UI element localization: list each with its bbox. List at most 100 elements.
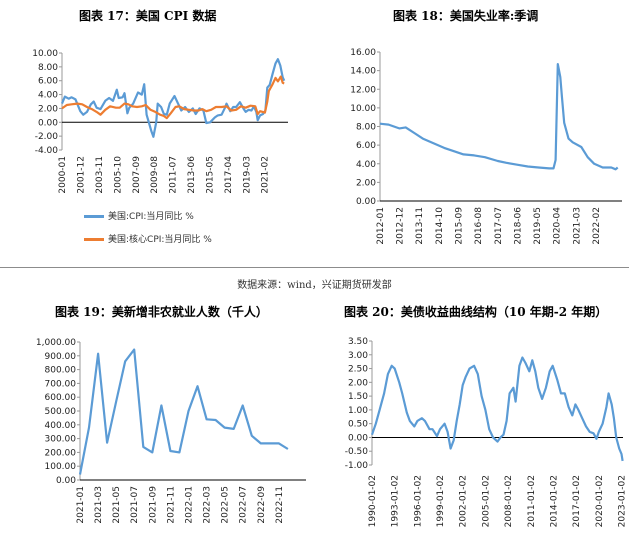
x-tick-label: 1990-01-02 [368, 475, 378, 527]
y-tick-label: 6.00 [38, 77, 58, 87]
y-tick-label: 3.50 [348, 337, 368, 347]
y-tick-label: 4.00 [356, 160, 376, 170]
fig18-title: 图表 18：美国失业率:季调 [393, 9, 539, 23]
x-tick-label: 2005-01-02 [481, 475, 491, 527]
x-tick-label: 2014-10 [435, 207, 445, 245]
y-tick-label: 400.00 [45, 421, 77, 431]
y-tick-label: 100.00 [45, 462, 77, 472]
x-tick-label: 2015-09 [455, 207, 465, 245]
x-tick-label: 2013-11 [415, 207, 425, 245]
legend-swatch-blue [84, 215, 104, 218]
x-tick-label: 2008-01-02 [504, 475, 514, 527]
y-tick-label: 900.00 [45, 352, 77, 362]
fig20-title: 图表 20：美债收益曲线结构（10 年期-2 年期） [344, 305, 608, 319]
y-tick-label: 700.00 [45, 379, 77, 389]
y-tick-label: 3.00 [348, 351, 368, 361]
y-tick-label: 12.00 [350, 85, 376, 95]
x-tick-label: 2022-11 [275, 486, 285, 524]
x-tick-label: 1993-01-02 [391, 475, 401, 527]
y-tick-label: 300.00 [45, 435, 77, 445]
x-tick-label: 2022-07 [239, 486, 249, 524]
x-tick-label: 2014-01-02 [549, 475, 559, 527]
x-tick-label: 2016-08 [474, 207, 484, 245]
y-tick-label: 200.00 [45, 448, 77, 458]
x-tick-label: 2020-01-02 [595, 475, 605, 527]
y-tick-label: 0.00 [38, 118, 58, 128]
x-tick-label: 2012-01 [376, 207, 386, 245]
section-divider [0, 267, 629, 268]
x-tick-label: 2017-07 [494, 207, 504, 245]
x-tick-label: 2017-01-02 [572, 475, 582, 527]
y-tick-label: 0.00 [356, 197, 376, 207]
y-tick-label: -1.00 [345, 461, 369, 471]
x-tick-label: 1996-01-02 [413, 475, 423, 527]
x-tick-label: 2017-04 [224, 156, 234, 194]
yield-curve-chart: 3.50 3.00 2.50 2.00 1.50 1.00 0.50 0.00 -0.50 -1.… [345, 337, 628, 527]
series-line-0 [370, 356, 624, 462]
x-tick-label: 2021-01 [76, 486, 86, 524]
x-tick-label: 2012-12 [396, 207, 406, 245]
x-tick-label: 2003-11 [95, 156, 105, 194]
cpi-legend-headline: 美国:CPI:当月同比 % [84, 209, 194, 222]
x-tick-label: 2022-01 [184, 486, 194, 524]
y-tick-label: 8.00 [356, 123, 376, 133]
x-tick-label: 2002-01-02 [459, 475, 469, 527]
x-tick-label: 2000-01 [58, 156, 68, 194]
y-tick-label: 14.00 [350, 67, 376, 77]
y-tick-label: 0.00 [56, 476, 76, 486]
series-line-0 [78, 348, 289, 475]
y-tick-label: -2.00 [35, 132, 59, 142]
y-tick-label: 6.00 [356, 141, 376, 151]
legend-swatch-orange [84, 238, 104, 241]
legend-label-cpi: 美国:CPI:当月同比 % [108, 212, 194, 222]
legend-label-core-cpi: 美国:核心CPI:当月同比 % [108, 235, 212, 245]
x-tick-label: 2022-03 [203, 486, 213, 524]
x-tick-label: 2011-01-02 [527, 475, 537, 527]
x-tick-label: 2022-09 [257, 486, 267, 524]
x-tick-label: 2023-01-02 [617, 475, 627, 527]
x-tick-label: 2020-04 [553, 207, 563, 245]
x-tick-label: 2021-11 [166, 486, 176, 524]
y-tick-label: 0.50 [348, 420, 368, 430]
fig17-title: 图表 17：美国 CPI 数据 [79, 9, 217, 23]
y-tick-label: 2.50 [348, 365, 368, 375]
y-tick-label: 8.00 [38, 63, 58, 73]
x-tick-label: 2019-05 [533, 207, 543, 245]
cpi-chart: 10.00 8.00 6.00 4.00 2.00 0.00 -2.00 -4.002000-… [32, 49, 288, 194]
x-tick-label: 2021-02 [261, 156, 271, 194]
x-tick-label: 2019-03 [242, 156, 252, 194]
source-note: 数据来源：wind，兴证期货研发部 [237, 280, 392, 291]
y-tick-label: 0.00 [348, 433, 368, 443]
y-tick-label: 10.00 [32, 49, 58, 59]
x-tick-label: 2011-07 [169, 156, 179, 194]
y-tick-label: 2.00 [356, 178, 376, 188]
x-tick-label: 2005-10 [113, 156, 123, 194]
y-tick-label: -0.50 [345, 447, 369, 457]
x-tick-label: 2021-03 [94, 486, 104, 524]
x-tick-label: 2021-05 [112, 486, 122, 524]
y-tick-label: 4.00 [38, 91, 58, 101]
series-line-0 [60, 58, 286, 138]
x-tick-label: 2013-06 [187, 156, 197, 194]
y-tick-label: 600.00 [45, 393, 77, 403]
x-tick-label: 2001-12 [76, 156, 86, 194]
x-tick-label: 2021-07 [130, 486, 140, 524]
y-tick-label: 1,000.00 [36, 338, 76, 348]
x-tick-label: 2022-05 [221, 486, 231, 524]
y-tick-label: -4.00 [35, 146, 59, 156]
x-tick-label: 2021-09 [148, 486, 158, 524]
nonfarm-payrolls-chart: 1,000.00 900.00 800.00 700.00 600.00 500.00 40… [36, 338, 306, 524]
x-tick-label: 2018-06 [513, 207, 523, 245]
x-tick-label: 1999-01-02 [436, 475, 446, 527]
x-tick-label: 2009-08 [150, 156, 160, 194]
unemployment-chart: 16.00 14.00 12.00 10.00 8.00 6.00 4.00 2.00 0.00… [350, 48, 622, 245]
y-tick-label: 800.00 [45, 366, 77, 376]
y-tick-label: 2.00 [38, 104, 58, 114]
y-tick-label: 500.00 [45, 407, 77, 417]
x-tick-label: 2021-03 [572, 207, 582, 245]
y-tick-label: 1.50 [348, 392, 368, 402]
series-line-0 [379, 62, 619, 171]
series-line-1 [61, 75, 285, 120]
fig19-title: 图表 19：美新增非农就业人数（千人） [55, 305, 268, 319]
x-tick-label: 2015-05 [205, 156, 215, 194]
